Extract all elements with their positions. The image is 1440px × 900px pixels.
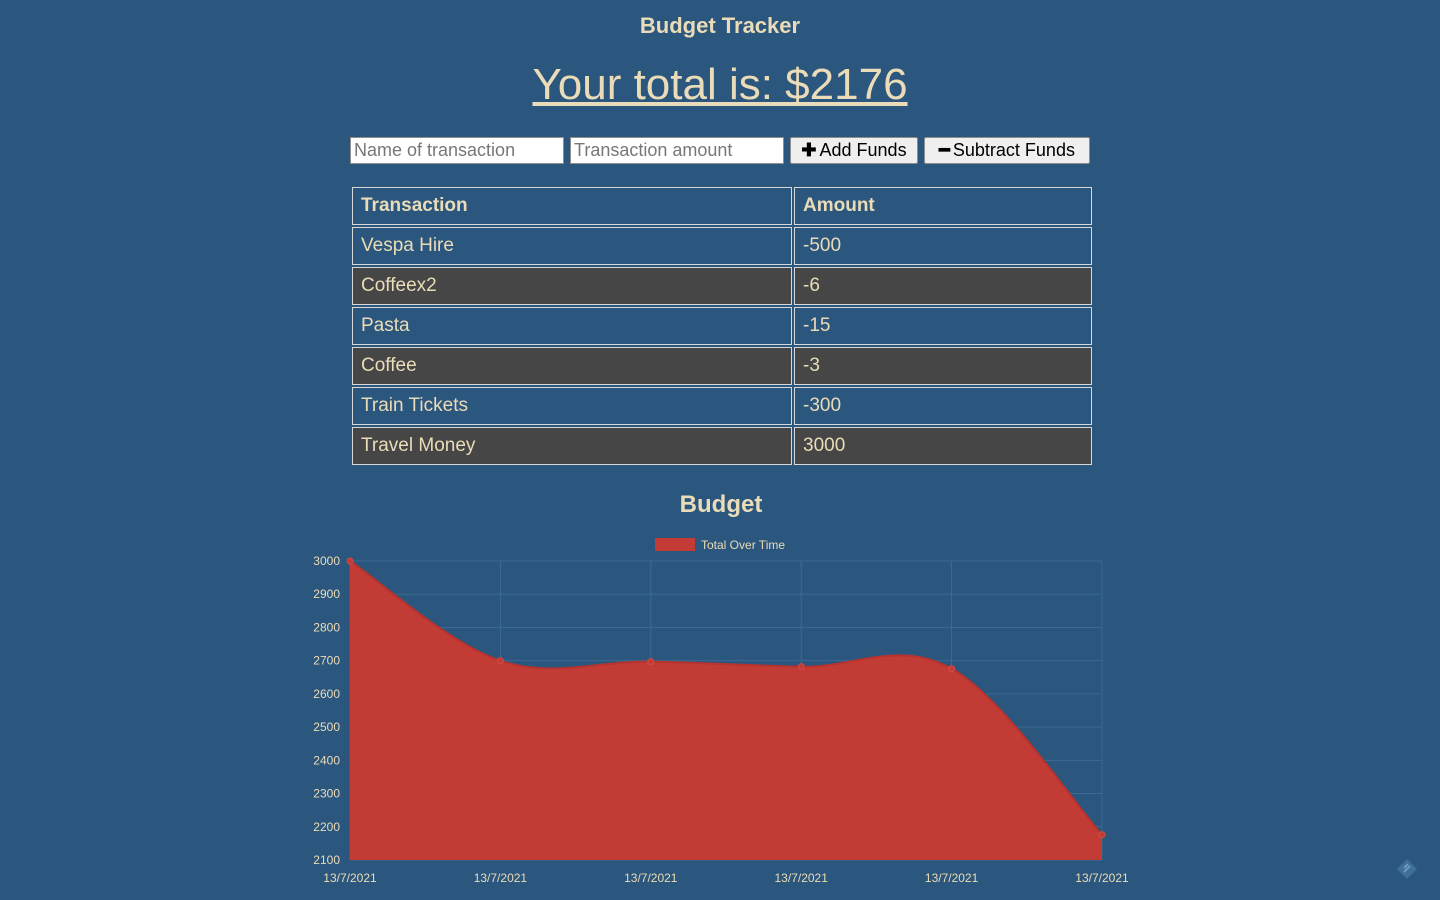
legend-swatch	[655, 538, 695, 551]
y-tick-label: 2900	[313, 587, 340, 601]
plus-icon: ✚	[801, 140, 817, 160]
budget-chart-svg: Budget Total Over Time 3000 2900 2800 2700 2…	[313, 491, 1129, 885]
series-area-total-over-time	[350, 561, 1102, 860]
x-tick-label: 13/7/2021	[1075, 871, 1129, 885]
data-point[interactable]	[797, 663, 805, 671]
minus-icon: ━	[939, 140, 950, 160]
table-row: Travel Money 3000	[352, 427, 1092, 465]
column-header-amount: Amount	[794, 187, 1092, 225]
budget-chart: Budget Total Over Time 3000 2900 2800 2700 2…	[290, 485, 1150, 895]
series-line-total-over-time	[349, 560, 1103, 836]
chart-title: Budget	[680, 491, 763, 518]
transaction-amount: -300	[794, 387, 1092, 425]
y-tick-label: 2200	[313, 820, 340, 834]
table-row: Coffee -3	[352, 347, 1092, 385]
transaction-name: Coffee	[352, 347, 792, 385]
legend-label: Total Over Time	[701, 538, 785, 552]
transaction-name: Pasta	[352, 307, 792, 345]
transaction-name: Travel Money	[352, 427, 792, 465]
data-point[interactable]	[1098, 831, 1106, 839]
data-point[interactable]	[496, 657, 504, 665]
chart-legend[interactable]: Total Over Time	[655, 538, 785, 552]
y-tick-label: 2300	[313, 787, 340, 801]
data-point[interactable]	[948, 665, 956, 673]
subtract-funds-label: Subtract Funds	[952, 140, 1075, 160]
transaction-name: Vespa Hire	[352, 227, 792, 265]
y-tick-label: 2600	[313, 687, 340, 701]
transaction-amount: -3	[794, 347, 1092, 385]
y-tick-label: 2100	[313, 853, 340, 867]
x-tick-label: 13/7/2021	[775, 871, 829, 885]
x-axis-ticks: 13/7/2021 13/7/2021 13/7/2021 13/7/2021 13/7…	[323, 871, 1129, 885]
add-funds-button[interactable]: ✚ Add Funds	[790, 137, 918, 164]
subtract-funds-button[interactable]: ━ Subtract Funds	[924, 137, 1090, 164]
chart-points	[346, 557, 1106, 839]
table-header-row: Transaction Amount	[352, 187, 1092, 225]
x-tick-label: 13/7/2021	[474, 871, 528, 885]
y-tick-label: 3000	[313, 554, 340, 568]
transaction-amount: -15	[794, 307, 1092, 345]
y-axis-ticks: 3000 2900 2800 2700 2600 2500 2400 2300 2200 2100	[313, 554, 340, 867]
transaction-amount: -6	[794, 267, 1092, 305]
table-row: Pasta -15	[352, 307, 1092, 345]
data-point[interactable]	[647, 658, 655, 666]
transaction-amount: -500	[794, 227, 1092, 265]
table-row: Train Tickets -300	[352, 387, 1092, 425]
transaction-amount-input[interactable]	[570, 137, 784, 164]
transaction-amount: 3000	[794, 427, 1092, 465]
chart-series	[349, 560, 1103, 860]
y-tick-label: 2800	[313, 620, 340, 634]
column-header-transaction: Transaction	[352, 187, 792, 225]
y-tick-label: 2400	[313, 753, 340, 767]
table-row: Coffeex2 -6	[352, 267, 1092, 305]
app-title: Budget Tracker	[639, 13, 801, 38]
total-balance: Your total is: $2176	[532, 60, 908, 109]
x-tick-label: 13/7/2021	[624, 871, 678, 885]
transaction-name: Train Tickets	[352, 387, 792, 425]
table-row: Vespa Hire -500	[352, 227, 1092, 265]
x-tick-label: 13/7/2021	[323, 871, 377, 885]
transactions-table: Transaction Amount Vespa Hire -500 Coffe…	[350, 185, 1094, 467]
x-tick-label: 13/7/2021	[925, 871, 979, 885]
y-tick-label: 2500	[313, 720, 340, 734]
y-tick-label: 2700	[313, 654, 340, 668]
corner-logo-icon[interactable]	[1396, 858, 1418, 880]
transaction-name: Coffeex2	[352, 267, 792, 305]
add-funds-label: Add Funds	[819, 140, 907, 160]
transaction-name-input[interactable]	[350, 137, 564, 164]
data-point[interactable]	[346, 557, 354, 565]
